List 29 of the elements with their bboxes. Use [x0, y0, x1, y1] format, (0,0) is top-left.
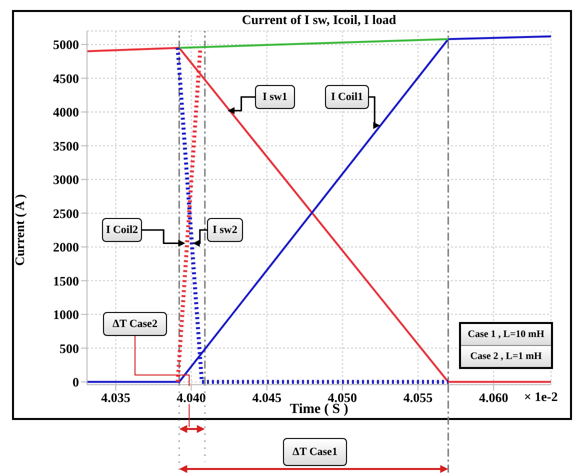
text: ΔT Case1	[283, 438, 347, 466]
annotation: I Coil2	[102, 218, 142, 242]
x-tick-label: 4.035	[101, 390, 131, 405]
annotation: I Coil1	[325, 85, 369, 109]
y-tick-label: 2500	[53, 206, 79, 221]
y-tick-label: 4500	[53, 70, 79, 86]
annotation: Case 1 , L=10 mH	[461, 324, 551, 345]
x-tick-label: 4.050	[328, 390, 358, 405]
annotation: Case 2 , L=1 mH	[461, 345, 551, 367]
x-tick-label: 4.060	[478, 390, 508, 405]
annotation: I sw2	[207, 218, 243, 242]
annotation: ΔT Case2	[103, 312, 167, 336]
x-tick-label: 4.045	[252, 390, 282, 405]
y-tick-label: 4000	[53, 104, 79, 120]
y-tick-label: 2000	[53, 240, 79, 255]
y-tick-label: 3000	[53, 172, 79, 188]
chart-title: Current of I sw, Icoil, I load	[240, 12, 398, 28]
y-tick-label: 5000	[53, 37, 79, 52]
y-tick-label: 0	[72, 374, 79, 390]
y-tick-label: 500	[60, 340, 79, 356]
x-axis-title: Time ( S )	[290, 402, 348, 417]
annotation: I sw1	[255, 85, 295, 109]
x-tick-label: 4.040	[176, 390, 206, 405]
y-axis-title: Current ( A )	[12, 194, 28, 266]
x-tick-label: 4.055	[403, 390, 434, 405]
y-tick-label: 3500	[53, 138, 79, 154]
text: × 1e-2	[524, 389, 558, 405]
y-tick-label: 1500	[53, 273, 79, 288]
y-tick-label: 1000	[53, 307, 79, 322]
